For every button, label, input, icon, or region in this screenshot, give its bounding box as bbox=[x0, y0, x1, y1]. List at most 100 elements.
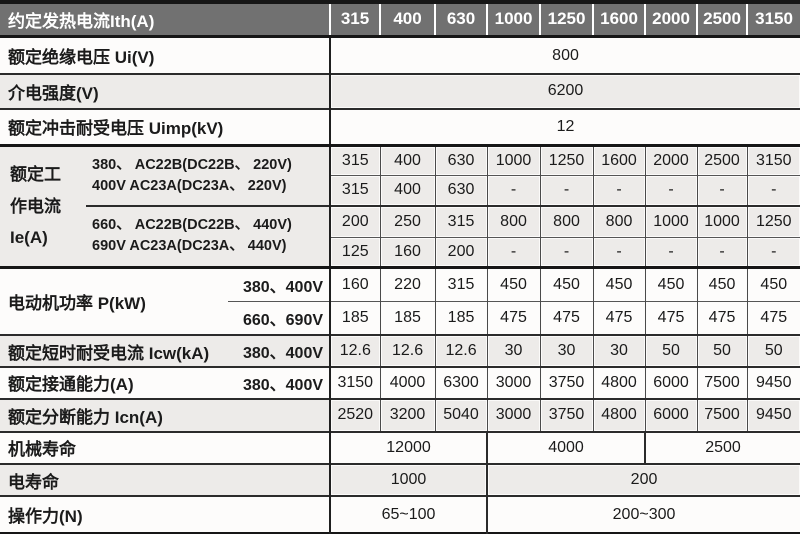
value-cell: 125 bbox=[330, 236, 381, 268]
power-sublabel-660: 660、690V bbox=[228, 301, 332, 336]
value-cell: 475 bbox=[696, 301, 748, 336]
header-row: 约定发热电流Ith(A) 315 400 630 1000 1250 1600 … bbox=[0, 2, 800, 37]
row-dielectric: 介电强度(V) 6200 bbox=[0, 73, 800, 109]
op-force-value-2: 200~300 bbox=[486, 495, 800, 533]
value-cell: - bbox=[696, 236, 748, 268]
icw-sublabel: 380、400V bbox=[228, 334, 332, 367]
value-cell: 315 bbox=[330, 174, 381, 206]
value-cell: 7500 bbox=[696, 365, 748, 400]
value-cell: - bbox=[592, 236, 646, 268]
col-header-1250: 1250 bbox=[539, 2, 594, 37]
value-cell: 9450 bbox=[746, 365, 800, 400]
value-cell: 160 bbox=[379, 236, 436, 268]
value-cell: 30 bbox=[539, 334, 594, 367]
row-power-label: 电动机功率 P(kW) bbox=[0, 265, 228, 336]
elec-life-value-1: 1000 bbox=[330, 462, 488, 497]
col-header-1000: 1000 bbox=[486, 2, 541, 37]
value-cell: 475 bbox=[644, 301, 698, 336]
value-cell: 450 bbox=[746, 265, 800, 302]
value-cell: 5040 bbox=[434, 398, 488, 432]
mech-life-value-2: 4000 bbox=[486, 430, 646, 464]
header-title: 约定发热电流Ith(A) bbox=[0, 2, 332, 37]
row-ui-value: 800 bbox=[330, 34, 800, 75]
value-cell: 30 bbox=[486, 334, 541, 367]
value-cell: 250 bbox=[379, 204, 436, 238]
value-cell: 3750 bbox=[539, 398, 594, 432]
value-cell: 12.6 bbox=[330, 334, 381, 367]
row-power-2: 660、690V 185 185 185 475 475 475 475 475… bbox=[0, 301, 800, 336]
value-cell: 160 bbox=[330, 265, 381, 302]
col-header-1600: 1600 bbox=[592, 2, 646, 37]
value-cell: 12.6 bbox=[379, 334, 436, 367]
ie-label-line2: 作电流 bbox=[10, 196, 61, 216]
col-header-2000: 2000 bbox=[644, 2, 698, 37]
elec-life-value-2: 200 bbox=[486, 462, 800, 497]
value-cell: 475 bbox=[592, 301, 646, 336]
value-cell: 7500 bbox=[696, 398, 748, 432]
value-cell: 6000 bbox=[644, 398, 698, 432]
row-icw-label: 额定短时耐受电流 Icw(kA) bbox=[0, 334, 228, 367]
value-cell: - bbox=[486, 236, 541, 268]
mech-life-value-3: 2500 bbox=[644, 430, 800, 464]
value-cell: 220 bbox=[379, 265, 436, 302]
value-cell: 200 bbox=[330, 204, 381, 238]
value-cell: 400 bbox=[379, 174, 436, 206]
col-header-2500: 2500 bbox=[696, 2, 748, 37]
row-ie-label: 额定工 作电流 Ie(A) bbox=[0, 143, 86, 268]
ie-group2-sublabel: 660、 AC22B(DC22B、 440V) 690V AC23A(DC23A… bbox=[86, 204, 332, 268]
value-cell: 400 bbox=[379, 143, 436, 176]
row-ie-4: 125 160 200 - - - - - - bbox=[0, 236, 800, 268]
row-elec-life: 电寿命 1000 200 bbox=[0, 462, 800, 497]
ie-label-line3: Ie(A) bbox=[10, 228, 48, 248]
row-ui-label: 额定绝缘电压 Ui(V) bbox=[0, 34, 332, 75]
row-icn-label: 额定分断能力 Icn(A) bbox=[0, 398, 332, 432]
value-cell: 200 bbox=[434, 236, 488, 268]
making-sublabel: 380、400V bbox=[228, 365, 332, 400]
col-header-3150: 3150 bbox=[746, 2, 800, 37]
value-cell: - bbox=[644, 236, 698, 268]
value-cell: - bbox=[539, 236, 594, 268]
value-cell: - bbox=[486, 174, 541, 206]
value-cell: 475 bbox=[539, 301, 594, 336]
value-cell: 3750 bbox=[539, 365, 594, 400]
value-cell: 3200 bbox=[379, 398, 436, 432]
value-cell: 315 bbox=[330, 143, 381, 176]
value-cell: 1600 bbox=[592, 143, 646, 176]
row-dielectric-value: 6200 bbox=[330, 73, 800, 109]
row-making: 额定接通能力(A) 380、400V 3150 4000 6300 3000 3… bbox=[0, 365, 800, 400]
ie-group1-sublabel: 380、 AC22B(DC22B、 220V) 400V AC23A(DC23A… bbox=[86, 143, 332, 206]
value-cell: 3150 bbox=[330, 365, 381, 400]
value-cell: 4000 bbox=[379, 365, 436, 400]
col-header-400: 400 bbox=[379, 2, 436, 37]
value-cell: 450 bbox=[486, 265, 541, 302]
row-ie-2: 315 400 630 - - - - - - bbox=[0, 174, 800, 206]
value-cell: 4800 bbox=[592, 398, 646, 432]
ie-label-line1: 额定工 bbox=[10, 165, 61, 185]
value-cell: 2000 bbox=[644, 143, 698, 176]
value-cell: 1250 bbox=[746, 204, 800, 238]
value-cell: - bbox=[746, 174, 800, 206]
value-cell: 315 bbox=[434, 265, 488, 302]
value-cell: 9450 bbox=[746, 398, 800, 432]
value-cell: 800 bbox=[592, 204, 646, 238]
value-cell: - bbox=[644, 174, 698, 206]
row-uimp-label: 额定冲击耐受电压 Uimp(kV) bbox=[0, 107, 332, 146]
row-ie-1: 额定工 作电流 Ie(A) 380、 AC22B(DC22B、 220V) 40… bbox=[0, 143, 800, 268]
value-cell: - bbox=[746, 236, 800, 268]
op-force-value-1: 65~100 bbox=[330, 495, 488, 533]
row-elec-life-label: 电寿命 bbox=[0, 462, 332, 497]
value-cell: 12.6 bbox=[434, 334, 488, 367]
row-op-force: 操作力(N) 65~100 200~300 bbox=[0, 495, 800, 533]
value-cell: - bbox=[539, 174, 594, 206]
value-cell: 30 bbox=[592, 334, 646, 367]
value-cell: 50 bbox=[644, 334, 698, 367]
value-cell: 3000 bbox=[486, 398, 541, 432]
value-cell: 450 bbox=[539, 265, 594, 302]
value-cell: 6000 bbox=[644, 365, 698, 400]
power-sublabel-380: 380、400V bbox=[228, 265, 332, 302]
value-cell: - bbox=[696, 174, 748, 206]
value-cell: - bbox=[592, 174, 646, 206]
row-mech-life-label: 机械寿命 bbox=[0, 430, 332, 464]
row-icn: 额定分断能力 Icn(A) 2520 3200 5040 3000 3750 4… bbox=[0, 398, 800, 432]
value-cell: 475 bbox=[486, 301, 541, 336]
